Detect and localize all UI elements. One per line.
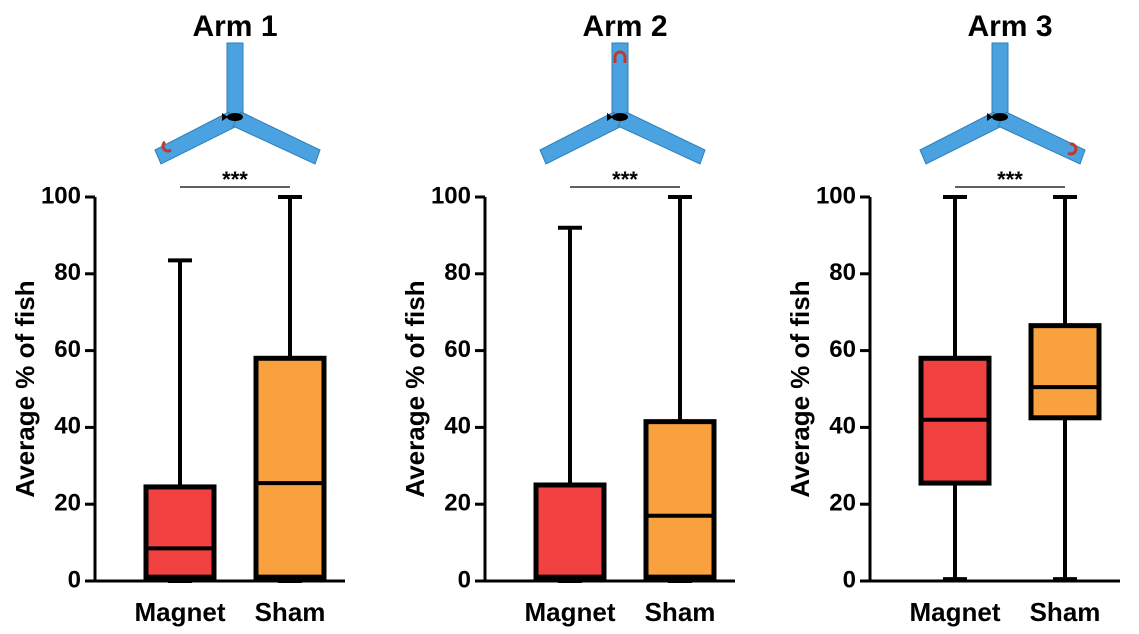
y-tick-label: 40 [444, 413, 471, 440]
y-maze-icon [920, 43, 1085, 164]
x-tick-label: Sham [255, 597, 326, 627]
y-tick-label: 20 [54, 490, 81, 517]
y-tick-label: 100 [816, 182, 856, 209]
y-tick-label: 80 [829, 259, 856, 286]
box [646, 422, 714, 578]
x-tick-label: Sham [645, 597, 716, 627]
y-axis-label: Average % of fish [785, 280, 815, 497]
panel-title: Arm 1 [192, 10, 277, 43]
significance-label: *** [997, 167, 1023, 192]
y-tick-label: 0 [843, 566, 856, 593]
y-maze-icon [540, 43, 705, 164]
y-tick-label: 100 [41, 182, 81, 209]
box [1031, 326, 1099, 418]
y-tick-label: 0 [458, 566, 471, 593]
box [256, 358, 324, 577]
box [536, 485, 604, 577]
y-tick-label: 0 [68, 566, 81, 593]
y-tick-label: 60 [829, 336, 856, 363]
y-axis-label: Average % of fish [400, 280, 430, 497]
y-tick-label: 60 [444, 336, 471, 363]
y-tick-label: 20 [444, 490, 471, 517]
significance-label: *** [222, 167, 248, 192]
y-tick-label: 40 [54, 413, 81, 440]
y-maze-icon [155, 43, 320, 164]
x-tick-label: Magnet [525, 597, 616, 627]
box [146, 487, 214, 577]
y-tick-label: 80 [54, 259, 81, 286]
y-tick-label: 100 [431, 182, 471, 209]
x-tick-label: Magnet [135, 597, 226, 627]
y-axis-label: Average % of fish [10, 280, 40, 497]
figure: Arm 1 Average % of fish 0 20 40 60 80 100 Magnet… [0, 0, 1139, 634]
y-tick-label: 40 [829, 413, 856, 440]
y-tick-label: 80 [444, 259, 471, 286]
significance-label: *** [612, 167, 638, 192]
panel-title: Arm 3 [967, 10, 1052, 43]
x-tick-label: Sham [1030, 597, 1101, 627]
y-tick-label: 20 [829, 490, 856, 517]
x-tick-label: Magnet [910, 597, 1001, 627]
y-tick-label: 60 [54, 336, 81, 363]
panel-title: Arm 2 [582, 10, 667, 43]
